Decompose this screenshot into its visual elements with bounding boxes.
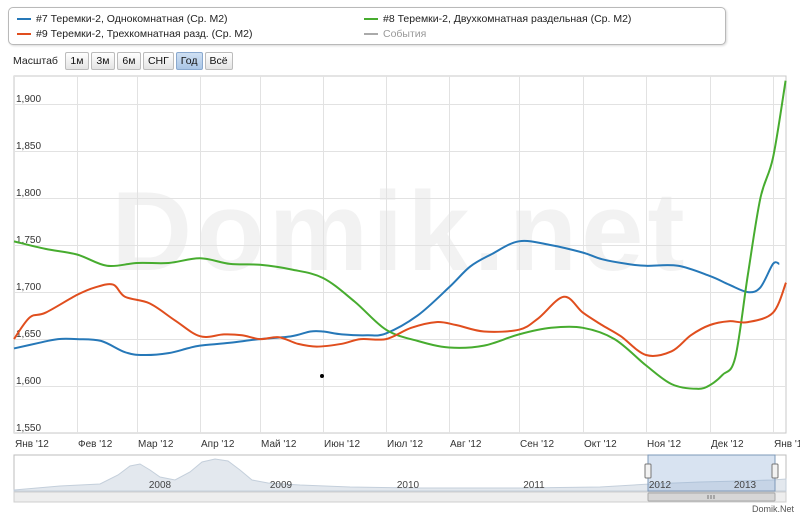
navigator-year-label: 2012 [649,480,672,491]
x-tick-label: Авг '12 [450,439,482,450]
navigator-year-label: 2013 [734,480,757,491]
zoom-3m-button[interactable]: 3м [90,52,115,70]
y-tick-label: 1,750 [16,235,41,246]
x-tick-label: Май '12 [261,439,297,450]
x-tick-label: Мар '12 [138,439,174,450]
y-tick-label: 1,900 [16,94,41,105]
legend-swatch-series-9 [17,33,31,35]
navigator-year-label: 2011 [523,480,545,491]
navigator-right-handle[interactable] [771,463,779,479]
y-tick-label: 1,700 [16,282,41,293]
legend-swatch-series-8 [364,18,378,20]
legend-label-series-7: #7 Теремки-2, Однокомнатная (Ср. М2) [36,13,228,25]
legend-item-series-8[interactable]: #8 Теремки-2, Двухкомнатная раздельная (… [364,13,631,25]
chart-legend: #7 Теремки-2, Однокомнатная (Ср. М2) #9 … [8,7,726,45]
y-tick-label: 1,550 [16,423,41,434]
legend-label-events: События [383,28,427,40]
zoom-toolbar: Масштаб 1м 3м 6м СНГ Год Всё [13,52,235,70]
x-tick-label: Янв '13 [774,439,800,450]
x-tick-label: Фев '12 [78,439,113,450]
event-marker[interactable] [320,374,324,378]
navigator-mini-series [13,458,787,492]
watermark-text: Domik.net [111,169,688,294]
zoom-6m-button[interactable]: 6м [116,52,141,70]
y-tick-label: 1,650 [16,329,41,340]
series-7-line[interactable] [13,239,780,357]
x-tick-label: Ноя '12 [647,439,681,450]
legend-item-series-7[interactable]: #7 Теремки-2, Однокомнатная (Ср. М2) [17,13,228,25]
legend-swatch-events [364,33,378,35]
zoom-ytd-button[interactable]: СНГ [142,52,174,70]
navigator-selection[interactable] [647,454,776,492]
series-9-line[interactable] [13,282,787,357]
navigator-left-handle[interactable] [644,463,652,479]
x-tick-label: Дек '12 [711,439,744,450]
x-tick-label: Июл '12 [387,439,424,450]
zoom-1m-button[interactable]: 1м [64,52,89,70]
series-8-line[interactable] [13,80,787,390]
grip-icon [707,495,715,499]
navigator-year-label: 2009 [270,480,293,491]
zoom-year-button[interactable]: Год [175,52,203,70]
legend-item-events[interactable]: События [364,28,426,40]
navigator-year-label: 2008 [149,480,172,491]
y-tick-label: 1,800 [16,188,41,199]
navigator-scrollbar-track[interactable] [13,491,787,503]
legend-item-series-9[interactable]: #9 Теремки-2, Трехкомнатная разд. (Ср. М… [17,28,252,40]
navigator-year-label: 2010 [397,480,420,491]
legend-label-series-9: #9 Теремки-2, Трехкомнатная разд. (Ср. М… [36,28,253,40]
x-tick-label: Июн '12 [324,439,360,450]
legend-swatch-series-7 [17,18,31,20]
zoom-all-button[interactable]: Всё [204,52,233,70]
y-tick-label: 1,850 [16,141,41,152]
y-tick-label: 1,600 [16,376,41,387]
x-tick-label: Янв '12 [15,439,49,450]
x-tick-label: Окт '12 [584,439,617,450]
site-credit: Domik.Net [751,504,794,514]
zoom-label: Масштаб [13,55,58,67]
x-tick-label: Апр '12 [201,439,235,450]
x-tick-label: Сен '12 [520,439,555,450]
legend-label-series-8: #8 Теремки-2, Двухкомнатная раздельная (… [383,13,632,25]
